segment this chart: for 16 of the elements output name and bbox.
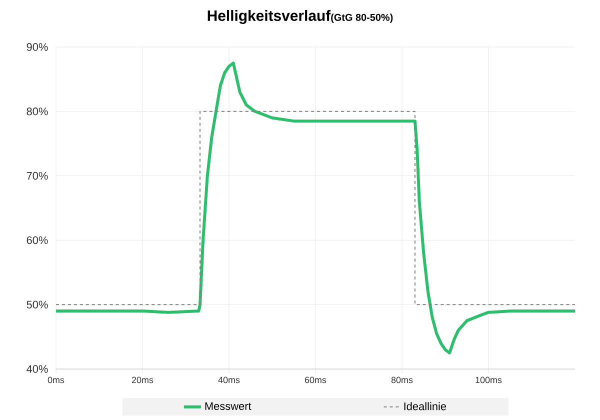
y-tick-label: 80%	[26, 108, 48, 116]
legend-label: Messwert	[205, 402, 252, 410]
y-tick-label: 60%	[26, 236, 48, 244]
y-tick-label: 70%	[26, 172, 48, 180]
chart-title: Helligkeitsverlauf	[208, 10, 331, 24]
y-tick-label: 40%	[26, 365, 48, 373]
x-tick-label: 0ms	[48, 376, 64, 384]
x-tick-label: 100ms	[476, 376, 502, 384]
chart-subtitle: (GtG 80-50%)	[331, 14, 393, 23]
x-tick-label: 80ms	[391, 376, 413, 384]
y-tick-label: 50%	[26, 300, 48, 308]
x-tick-label: 60ms	[304, 376, 326, 384]
legend-label: Ideallinie	[404, 402, 446, 410]
y-tick-label: 90%	[26, 43, 48, 51]
x-tick-label: 40ms	[218, 376, 240, 384]
x-tick-label: 20ms	[132, 376, 154, 384]
